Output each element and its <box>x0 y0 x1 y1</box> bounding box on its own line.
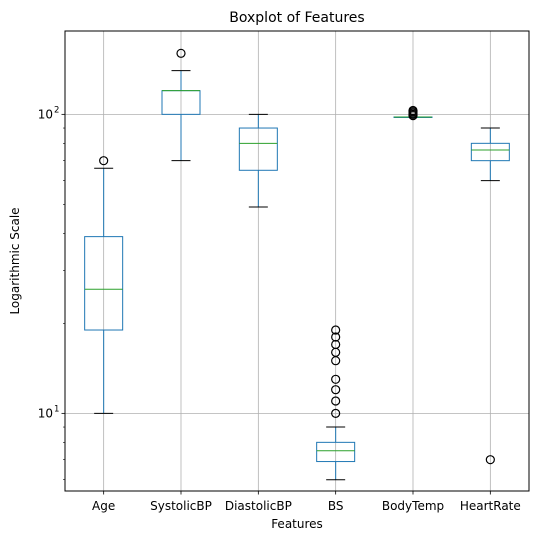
y-tick-label: 10 <box>38 406 53 420</box>
box-iqr <box>84 236 124 331</box>
outlier-point <box>485 455 495 465</box>
plot-frame <box>64 30 530 492</box>
outlier-point <box>331 332 341 342</box>
box-iqr <box>238 127 278 171</box>
outlier-point <box>331 408 341 418</box>
x-tick-label: BodyTemp <box>382 499 444 513</box>
box-diastolicbp <box>238 113 278 208</box>
outlier-point <box>99 156 109 166</box>
box-iqr <box>470 142 510 162</box>
y-axis-label: Logarithmic Scale <box>8 207 22 314</box>
boxes <box>84 48 510 481</box>
y-tick-label: 10 <box>38 107 53 121</box>
x-tick-label: DiastolicBP <box>225 499 292 513</box>
x-tick-label: SystolicBP <box>150 499 212 513</box>
outlier-point <box>176 48 186 58</box>
box-iqr <box>316 441 356 463</box>
box-heartrate <box>470 127 510 465</box>
x-tick-label: HeartRate <box>460 499 521 513</box>
x-tick-label: BS <box>328 499 344 513</box>
outlier-point <box>331 374 341 384</box>
chart-title: Boxplot of Features <box>229 10 364 26</box>
outlier-point <box>408 105 418 116</box>
box-bs <box>316 325 356 481</box>
y-tick-exponent: 1 <box>54 404 59 414</box>
y-tick-exponent: 2 <box>54 105 59 115</box>
box-bodytemp <box>393 105 433 121</box>
x-axis-label: Features <box>271 517 323 531</box>
box-age <box>84 156 124 414</box>
outlier-point <box>331 325 341 335</box>
outlier-point <box>331 385 341 395</box>
outlier-point <box>331 396 341 406</box>
x-tick-label: Age <box>92 499 115 513</box>
box-systolicbp <box>161 48 201 162</box>
